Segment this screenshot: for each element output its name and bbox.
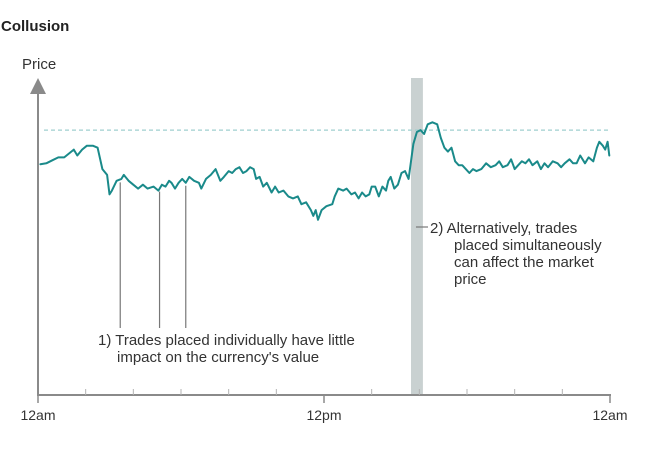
price-line-layer bbox=[39, 121, 611, 221]
x-tick-label-noon: 12pm bbox=[306, 407, 341, 423]
annotation-2-line-3: can affect the market bbox=[454, 254, 595, 271]
price-line bbox=[39, 121, 611, 221]
annotation-2-line-4: price bbox=[454, 271, 487, 288]
y-axis-label: Price bbox=[22, 56, 56, 73]
highlight-band-layer bbox=[410, 78, 423, 395]
annotation-2-line-1: 2) Alternatively, trades bbox=[430, 220, 577, 237]
x-tick-label-start: 12am bbox=[20, 407, 55, 423]
annotation-1-line-2: impact on the currency's value bbox=[117, 349, 319, 366]
axes bbox=[30, 78, 611, 403]
annotation-1-line-1: 1) Trades placed individually have littl… bbox=[98, 332, 355, 349]
annotation-trades-individual: 1) Trades placed individually have littl… bbox=[98, 332, 355, 366]
highlight-band bbox=[410, 78, 423, 395]
y-axis-arrow-icon bbox=[30, 78, 46, 94]
annotation-2-line-2: placed simultaneously bbox=[454, 237, 602, 254]
chart-title: Collusion bbox=[1, 18, 69, 35]
annotation-pointers bbox=[119, 182, 428, 328]
annotation-trades-simultaneous: 2) Alternatively, trades placed simultan… bbox=[430, 220, 602, 288]
x-tick-label-end: 12am bbox=[592, 407, 627, 423]
